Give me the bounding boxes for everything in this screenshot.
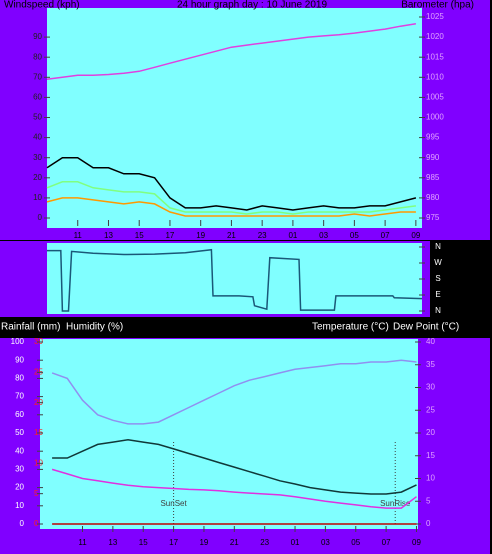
y-tick-label: 0 — [20, 519, 25, 528]
y-tick-label: 20 — [33, 173, 42, 182]
x-tick-label: 01 — [288, 231, 297, 240]
y-tick-label: 70 — [33, 72, 42, 81]
y-tick-label: 20 — [426, 428, 435, 437]
y-tick-label: 995 — [426, 133, 440, 142]
x-tick-label: 19 — [196, 231, 205, 240]
y-tick-label: 20 — [15, 483, 24, 492]
series-line — [46, 181, 416, 215]
y-tick-label: 80 — [33, 52, 42, 61]
series-line — [52, 439, 417, 495]
y-tick-label: 1020 — [426, 32, 444, 41]
y-tick-label: 975 — [426, 213, 440, 222]
x-tick-label: 21 — [227, 231, 236, 240]
y-tick-label: 980 — [426, 193, 440, 202]
y-tick-label: 15 — [426, 451, 435, 460]
plot-area — [40, 339, 418, 529]
y-tick-label: 30 — [33, 153, 42, 162]
annotation: SunRise — [380, 499, 411, 508]
plot-area — [47, 243, 422, 314]
y-tick-label: 990 — [426, 153, 440, 162]
y-tick-label: 25 — [426, 405, 435, 414]
x-tick-label: 05 — [350, 231, 359, 240]
x-tick-label: 03 — [321, 538, 330, 547]
axis-title: Windspeed (kph) — [4, 0, 80, 11]
series-line — [46, 156, 417, 211]
series-line — [47, 248, 423, 312]
axis-title: Temperature (°C) — [312, 322, 389, 333]
series-line — [46, 197, 416, 217]
y-tick-label: 100 — [11, 337, 25, 346]
x-tick-label: 05 — [351, 538, 360, 547]
x-tick-label: 07 — [382, 538, 391, 547]
x-tick-label: 09 — [412, 538, 421, 547]
y-tick-label: N — [435, 242, 441, 251]
y-tick-label: 1005 — [426, 93, 444, 102]
y-tick-label: 40 — [33, 133, 42, 142]
x-tick-label: 15 — [135, 231, 144, 240]
y-tick-label: 50 — [15, 428, 24, 437]
x-tick-label: 17 — [165, 231, 174, 240]
y-tick-label: 1010 — [426, 72, 444, 81]
x-tick-label: 17 — [169, 538, 178, 547]
y-tick-label: 30 — [426, 383, 435, 392]
y-tick-label: 0 — [34, 519, 39, 528]
y-tick-label: 90 — [33, 32, 42, 41]
y-tick-label: 40 — [426, 337, 435, 346]
y-tick-label: 70 — [15, 392, 24, 401]
y-tick-label: 1025 — [426, 12, 444, 21]
x-tick-label: 19 — [199, 538, 208, 547]
y-tick-label: 50 — [33, 113, 42, 122]
y-tick-label: E — [435, 290, 440, 299]
y-tick-label: 80 — [15, 374, 24, 383]
y-tick-label: 5 — [426, 496, 431, 505]
plot-area — [47, 8, 422, 228]
y-tick-label: 60 — [15, 410, 24, 419]
annotation: SunSet — [160, 499, 187, 508]
x-tick-label: 11 — [78, 538, 87, 547]
axis-title: Barometer (hpa) — [401, 0, 474, 11]
y-tick-label: 10 — [33, 193, 42, 202]
y-tick-label: 10 — [15, 501, 24, 510]
y-tick-label: 0 — [426, 519, 431, 528]
x-tick-label: 03 — [319, 231, 328, 240]
x-tick-label: 09 — [411, 231, 420, 240]
x-tick-label: 23 — [260, 538, 269, 547]
x-tick-label: 11 — [74, 231, 83, 240]
x-tick-label: 15 — [139, 538, 148, 547]
y-tick-label: N — [435, 306, 441, 315]
y-tick-label: 10 — [426, 474, 435, 483]
x-tick-label: 01 — [291, 538, 300, 547]
y-tick-label: 30 — [15, 465, 24, 474]
axis-title: Dew Point (°C) — [393, 322, 459, 333]
x-tick-label: 07 — [381, 231, 390, 240]
y-tick-label: 1015 — [426, 52, 444, 61]
x-tick-label: 13 — [104, 231, 113, 240]
series-line — [46, 23, 417, 81]
chart-title: 24 hour graph day : 10 June 2019 — [177, 0, 328, 11]
y-tick-label: S — [435, 274, 440, 283]
y-tick-label: 1000 — [426, 113, 444, 122]
x-tick-label: 21 — [230, 538, 239, 547]
y-tick-label: 35 — [426, 360, 435, 369]
y-tick-label: 60 — [33, 93, 42, 102]
y-tick-label: 0 — [38, 213, 43, 222]
series-line — [51, 359, 417, 425]
y-tick-label: 985 — [426, 173, 440, 182]
axis-title: Humidity (%) — [66, 322, 123, 333]
y-tick-label: 90 — [15, 355, 24, 364]
y-tick-label: W — [434, 258, 442, 267]
axis-title: Rainfall (mm) — [1, 322, 60, 333]
y-tick-label: 5 — [34, 489, 39, 498]
x-tick-label: 13 — [108, 538, 117, 547]
x-tick-label: 23 — [258, 231, 267, 240]
y-tick-label: 40 — [15, 446, 24, 455]
series-line — [51, 468, 417, 509]
